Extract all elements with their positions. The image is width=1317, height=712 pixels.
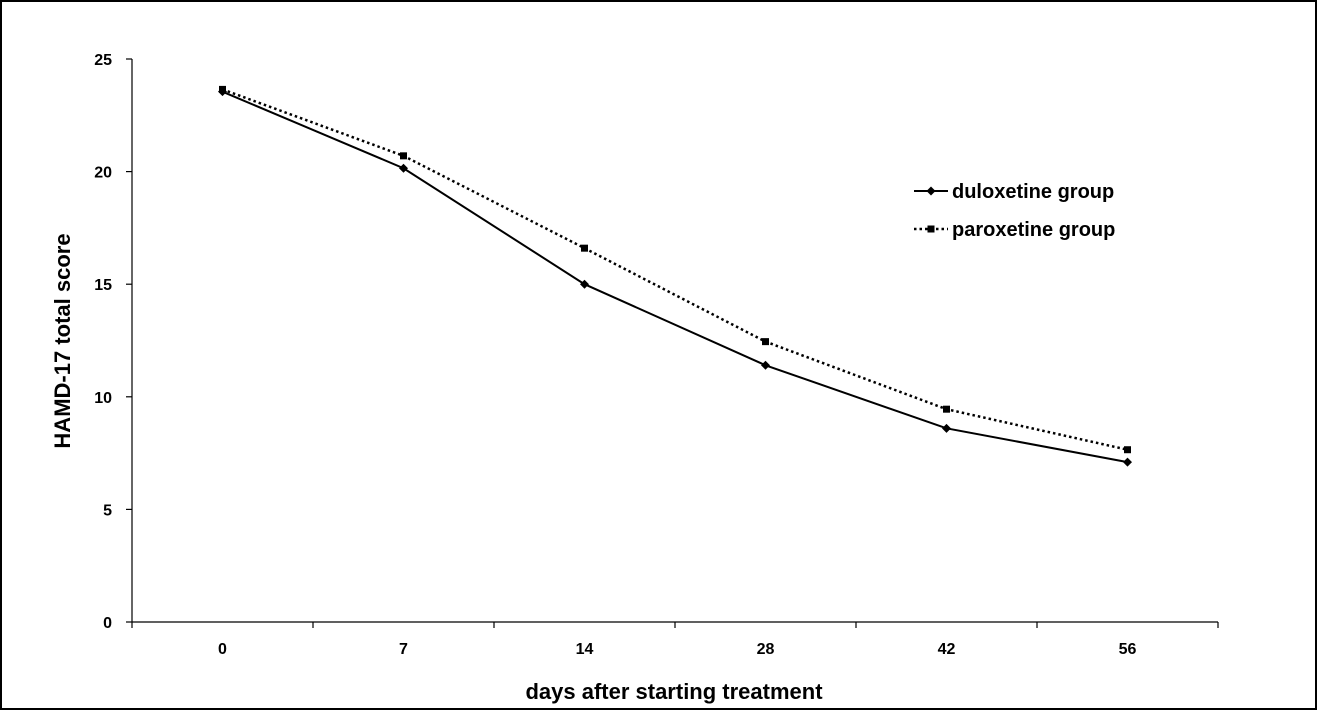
data-point-paroxetine-group [943, 405, 950, 413]
y-tick-label: 0 [103, 615, 112, 632]
series-paroxetine-group [219, 85, 1131, 454]
data-point-duloxetine-group [761, 360, 770, 370]
data-point-duloxetine-group [1123, 457, 1132, 467]
axes: 0 5 10 15 20 25 0 7 14 28 42 56 [94, 52, 1219, 658]
x-tick-label: 7 [399, 641, 408, 658]
data-point-duloxetine-group [580, 279, 589, 289]
y-tick-label: 25 [94, 52, 112, 69]
y-tick-label: 5 [103, 502, 112, 519]
y-tick-label: 20 [94, 165, 112, 182]
x-axis-title: days after starting treatment [525, 679, 823, 704]
legend: duloxetine group paroxetine group [914, 181, 1115, 241]
data-point-paroxetine-group [400, 152, 407, 160]
series-line-duloxetine-group [222, 90, 1128, 464]
data-point-paroxetine-group [581, 244, 588, 252]
x-tick-label: 0 [218, 641, 227, 658]
data-point-paroxetine-group [219, 85, 226, 93]
legend-item-paroxetine-group: paroxetine group [914, 219, 1115, 241]
y-tick-label: 10 [94, 390, 112, 407]
legend-label-duloxetine-group: duloxetine group [952, 181, 1114, 203]
y-axis-title: HAMD-17 total score [50, 233, 75, 448]
series-line-paroxetine-group [222, 88, 1128, 451]
series-duloxetine-group [218, 87, 1132, 467]
y-tick-label: 15 [94, 277, 112, 294]
legend-marker-paroxetine-group [927, 225, 935, 233]
legend-marker-duloxetine-group [926, 186, 936, 196]
x-tick-label: 14 [576, 641, 594, 658]
x-tick-label: 42 [938, 641, 956, 658]
data-point-paroxetine-group [1124, 446, 1131, 454]
data-point-duloxetine-group [399, 163, 408, 173]
legend-label-paroxetine-group: paroxetine group [952, 219, 1115, 241]
data-point-duloxetine-group [942, 423, 951, 433]
x-tick-label: 56 [1119, 641, 1137, 658]
x-tick-label: 28 [757, 641, 775, 658]
legend-item-duloxetine-group: duloxetine group [914, 181, 1114, 203]
data-point-paroxetine-group [762, 338, 769, 346]
series-layer [218, 85, 1132, 467]
